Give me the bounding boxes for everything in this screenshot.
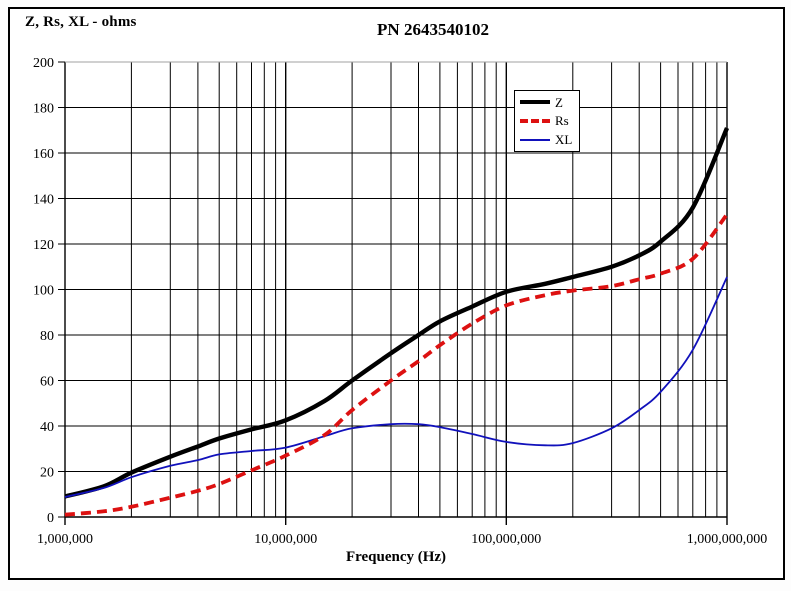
x-tick-label: 10,000,000	[254, 532, 317, 547]
rs-line-swatch	[520, 118, 550, 123]
y-tick-label: 100	[33, 284, 54, 299]
y-tick-label: 60	[40, 375, 54, 390]
y-tick-label: 200	[33, 56, 54, 71]
y-tick-label: 20	[40, 466, 54, 481]
y-tick-label: 140	[33, 193, 54, 208]
x-tick-label: 100,000,000	[471, 532, 541, 547]
y-tick-label: 0	[47, 511, 54, 526]
x-axis-title: Frequency (Hz)	[345, 549, 447, 565]
y-tick-label: 160	[33, 147, 54, 162]
x-tick-label: 1,000,000	[37, 532, 93, 547]
chart-outer-frame	[8, 7, 785, 580]
legend-item-xl: XL	[515, 133, 579, 146]
legend-label-xl: XL	[555, 132, 573, 148]
xl-line-swatch	[520, 138, 550, 141]
y-tick-label: 80	[40, 329, 54, 344]
x-tick-label: 1,000,000,000	[687, 532, 768, 547]
y-axis-title: Z, Rs, XL - ohms	[25, 14, 137, 30]
legend-label-rs: Rs	[555, 113, 569, 129]
legend: Z Rs XL	[514, 90, 580, 152]
z-curve	[64, 127, 730, 499]
y-tick-label: 120	[33, 238, 54, 253]
y-tick-label: 40	[40, 420, 54, 435]
legend-item-z: Z	[515, 96, 579, 109]
legend-label-z: Z	[555, 94, 563, 110]
legend-item-rs: Rs	[515, 114, 579, 127]
chart-title: PN 2643540102	[377, 20, 489, 39]
xl-curve	[64, 276, 728, 498]
y-tick-label: 180	[33, 102, 54, 117]
z-line-swatch	[520, 100, 550, 105]
